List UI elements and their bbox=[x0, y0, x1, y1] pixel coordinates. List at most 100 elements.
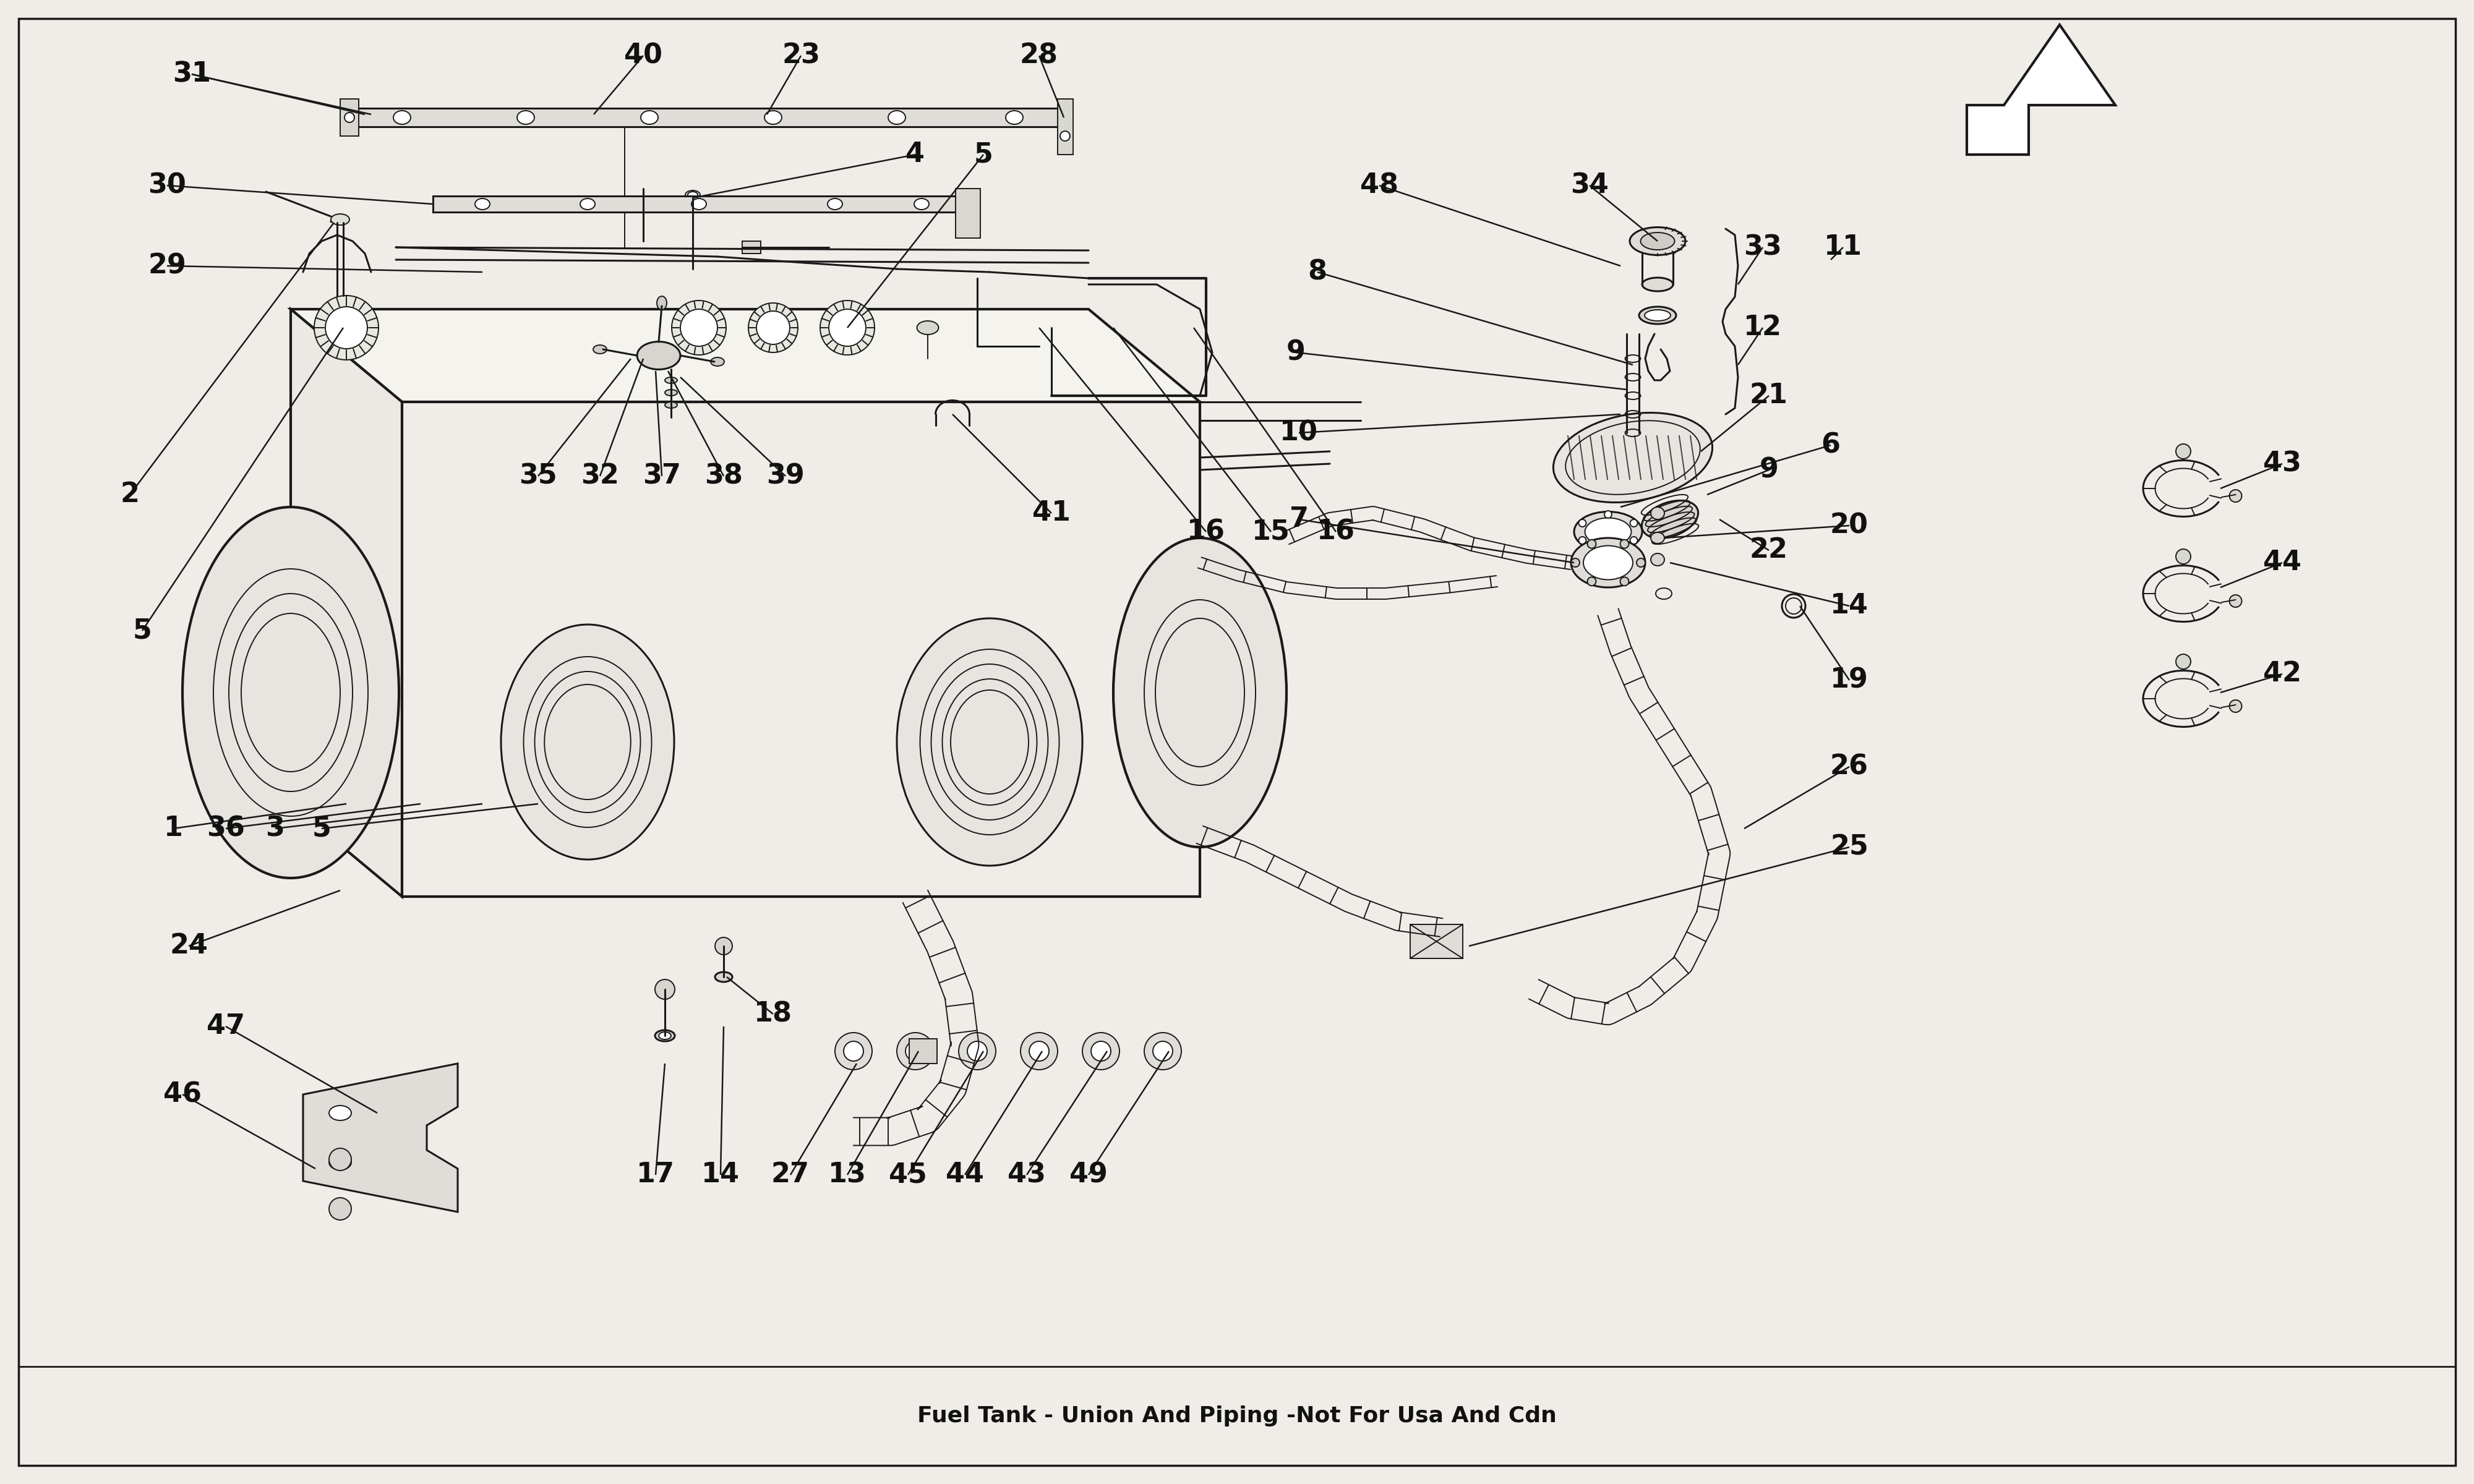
Ellipse shape bbox=[764, 111, 782, 125]
Ellipse shape bbox=[329, 1155, 351, 1169]
Text: 32: 32 bbox=[581, 463, 618, 490]
Text: 33: 33 bbox=[1744, 234, 1781, 261]
Circle shape bbox=[1578, 537, 1586, 545]
Ellipse shape bbox=[1583, 546, 1633, 580]
Ellipse shape bbox=[896, 619, 1084, 865]
Circle shape bbox=[1603, 510, 1613, 518]
Bar bbox=[910, 1039, 938, 1064]
Circle shape bbox=[1630, 537, 1638, 545]
Circle shape bbox=[1091, 1042, 1111, 1061]
Ellipse shape bbox=[666, 402, 678, 408]
Circle shape bbox=[836, 1033, 871, 1070]
Ellipse shape bbox=[656, 1030, 675, 1042]
Text: 8: 8 bbox=[1309, 258, 1326, 285]
Text: 18: 18 bbox=[755, 1000, 792, 1027]
Text: 19: 19 bbox=[1831, 666, 1868, 693]
Polygon shape bbox=[292, 309, 1200, 402]
Ellipse shape bbox=[1643, 278, 1672, 291]
Text: 49: 49 bbox=[1069, 1162, 1108, 1189]
Ellipse shape bbox=[1573, 512, 1643, 552]
Text: 14: 14 bbox=[1831, 592, 1868, 619]
Text: 15: 15 bbox=[1252, 518, 1289, 545]
Text: 5: 5 bbox=[312, 815, 332, 841]
Text: 29: 29 bbox=[148, 252, 186, 279]
Bar bbox=[354, 108, 1064, 126]
Bar bbox=[1410, 925, 1462, 959]
Circle shape bbox=[1630, 519, 1638, 527]
Text: 20: 20 bbox=[1831, 512, 1868, 539]
Ellipse shape bbox=[888, 111, 905, 125]
Polygon shape bbox=[401, 402, 1200, 896]
Circle shape bbox=[1620, 540, 1628, 548]
Text: 36: 36 bbox=[208, 815, 245, 841]
Text: 28: 28 bbox=[1019, 43, 1059, 68]
Text: 46: 46 bbox=[163, 1082, 203, 1107]
Text: 6: 6 bbox=[1821, 432, 1841, 459]
Text: 16: 16 bbox=[1316, 518, 1356, 545]
Circle shape bbox=[747, 303, 797, 352]
Circle shape bbox=[329, 1149, 351, 1171]
Text: 24: 24 bbox=[168, 933, 208, 959]
Text: 48: 48 bbox=[1361, 172, 1398, 199]
Ellipse shape bbox=[1004, 111, 1024, 125]
Text: 11: 11 bbox=[1823, 234, 1863, 261]
Circle shape bbox=[329, 1198, 351, 1220]
Text: 27: 27 bbox=[772, 1162, 809, 1189]
Ellipse shape bbox=[638, 341, 680, 370]
Ellipse shape bbox=[658, 297, 668, 310]
Text: 9: 9 bbox=[1286, 340, 1306, 365]
Circle shape bbox=[656, 979, 675, 999]
Text: 37: 37 bbox=[643, 463, 680, 490]
Ellipse shape bbox=[666, 389, 678, 396]
Text: 2: 2 bbox=[121, 481, 139, 508]
Circle shape bbox=[821, 300, 876, 355]
Circle shape bbox=[1620, 577, 1628, 586]
Bar bbox=[341, 99, 359, 137]
Text: 44: 44 bbox=[2264, 549, 2301, 576]
Ellipse shape bbox=[1554, 413, 1712, 503]
Text: 45: 45 bbox=[888, 1162, 928, 1189]
Ellipse shape bbox=[1640, 233, 1675, 249]
Ellipse shape bbox=[332, 214, 349, 226]
Circle shape bbox=[1029, 1042, 1049, 1061]
Ellipse shape bbox=[693, 199, 708, 209]
Ellipse shape bbox=[1650, 533, 1665, 543]
Circle shape bbox=[896, 1033, 935, 1070]
Circle shape bbox=[2229, 700, 2241, 712]
Circle shape bbox=[2177, 549, 2192, 564]
Text: 23: 23 bbox=[782, 43, 819, 68]
Polygon shape bbox=[1967, 25, 2115, 154]
Text: 9: 9 bbox=[1759, 457, 1779, 484]
Text: 43: 43 bbox=[2264, 451, 2301, 476]
Ellipse shape bbox=[1650, 508, 1665, 519]
Ellipse shape bbox=[915, 199, 930, 209]
Text: 21: 21 bbox=[1749, 383, 1789, 410]
Ellipse shape bbox=[715, 972, 732, 982]
Circle shape bbox=[967, 1042, 987, 1061]
Text: 38: 38 bbox=[705, 463, 742, 490]
Circle shape bbox=[1588, 577, 1596, 586]
Text: 31: 31 bbox=[173, 61, 210, 88]
Text: 5: 5 bbox=[975, 141, 992, 168]
Bar bbox=[955, 188, 980, 237]
Text: 22: 22 bbox=[1749, 537, 1789, 564]
Text: Fuel Tank - Union And Piping -Not For Usa And Cdn: Fuel Tank - Union And Piping -Not For Us… bbox=[918, 1405, 1556, 1426]
Text: 31: 31 bbox=[173, 61, 210, 88]
Ellipse shape bbox=[344, 113, 354, 122]
Ellipse shape bbox=[500, 625, 673, 859]
Text: 35: 35 bbox=[520, 463, 557, 490]
Circle shape bbox=[314, 295, 379, 359]
Circle shape bbox=[1084, 1033, 1118, 1070]
Circle shape bbox=[2177, 654, 2192, 669]
Text: 41: 41 bbox=[1032, 500, 1071, 527]
Circle shape bbox=[1588, 540, 1596, 548]
Polygon shape bbox=[302, 1064, 458, 1212]
Text: 7: 7 bbox=[1289, 506, 1309, 533]
Text: 5: 5 bbox=[134, 617, 151, 644]
Bar bbox=[742, 240, 762, 254]
Ellipse shape bbox=[579, 199, 594, 209]
Circle shape bbox=[1571, 558, 1581, 567]
Text: 30: 30 bbox=[148, 172, 186, 199]
Bar bbox=[433, 196, 965, 212]
Text: 4: 4 bbox=[905, 141, 925, 168]
